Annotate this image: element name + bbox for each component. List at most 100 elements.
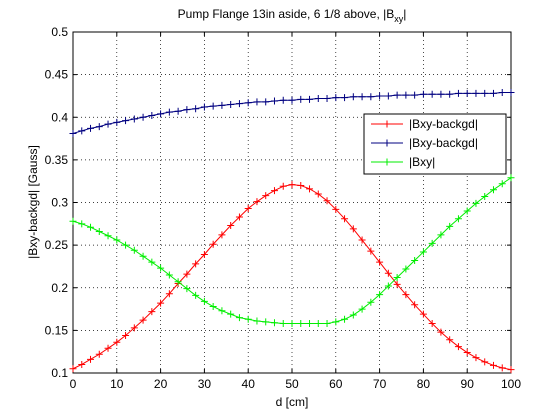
x-tick-label: 50 [285, 377, 299, 391]
data-point [411, 91, 419, 99]
legend: |Bxy-backgd| |Bxy-backgd| |Bxy| [363, 113, 507, 175]
data-point [148, 308, 156, 316]
data-point [437, 90, 445, 98]
data-point [463, 349, 471, 357]
data-point [253, 198, 261, 206]
x-axis-label: d [cm] [276, 395, 309, 409]
data-point [87, 223, 95, 231]
data-point [270, 319, 278, 327]
data-point [454, 343, 462, 351]
data-point [69, 365, 77, 373]
data-point [122, 241, 130, 249]
data-point [69, 129, 77, 137]
data-point [183, 106, 191, 114]
data-point [297, 95, 305, 103]
x-tick-label: 80 [417, 377, 431, 391]
y-tick-label: 0.3 [51, 196, 68, 210]
data-point [376, 92, 384, 100]
legend-label: |Bxy| [409, 155, 435, 169]
data-point [130, 324, 138, 332]
series-group [69, 89, 515, 374]
data-point [428, 90, 436, 98]
data-point [244, 99, 252, 107]
data-point [419, 248, 427, 256]
data-point [157, 264, 165, 272]
data-point [95, 350, 103, 358]
data-point [192, 260, 200, 268]
data-point [332, 94, 340, 102]
data-point [367, 247, 375, 255]
data-point [270, 97, 278, 105]
data-point [297, 181, 305, 189]
data-point [69, 217, 77, 225]
data-point [279, 182, 287, 190]
x-tick-label: 20 [154, 377, 168, 391]
legend-item: |Bxy-backgd| [371, 117, 478, 131]
data-point [498, 89, 506, 97]
data-point [472, 354, 480, 362]
data-point [218, 307, 226, 315]
y-tick-label: 0.5 [51, 25, 68, 39]
data-point [498, 364, 506, 372]
chart-title: Pump Flange 13in aside, 6 1/8 above, |Bx… [178, 7, 407, 24]
data-point [200, 251, 208, 259]
data-point [157, 110, 165, 118]
data-point [446, 336, 454, 344]
data-point [481, 89, 489, 97]
data-point [227, 310, 235, 318]
x-tick-label: 90 [461, 377, 475, 391]
data-point [446, 90, 454, 98]
data-point [288, 320, 296, 328]
data-point [113, 118, 121, 126]
data-point [192, 105, 200, 113]
data-point [235, 314, 243, 322]
data-point [428, 239, 436, 247]
data-point [367, 298, 375, 306]
y-tick-label: 0.45 [45, 68, 69, 82]
legend-marker [383, 139, 391, 147]
data-point [262, 192, 270, 200]
y-tick-label: 0.1 [51, 366, 68, 380]
data-point [262, 98, 270, 106]
y-axis-label: |Bxy-backgd| [Gauss] [26, 145, 40, 259]
data-point [95, 227, 103, 235]
data-point [376, 291, 384, 299]
data-point [130, 115, 138, 123]
data-point [341, 94, 349, 102]
series-1 [69, 181, 515, 374]
data-point [306, 320, 314, 328]
data-point [200, 297, 208, 305]
data-point [463, 89, 471, 97]
legend-label: |Bxy-backgd| [409, 136, 478, 150]
data-point [235, 213, 243, 221]
data-point [130, 246, 138, 254]
data-point [349, 311, 357, 319]
legend-items: |Bxy-backgd| |Bxy-backgd| |Bxy| [371, 117, 478, 169]
data-point [209, 102, 217, 110]
data-point [454, 215, 462, 223]
data-point [174, 278, 182, 286]
data-point [341, 215, 349, 223]
data-point [402, 265, 410, 273]
data-point [349, 93, 357, 101]
data-point [481, 193, 489, 201]
y-tick-label: 0.2 [51, 281, 68, 295]
data-point [165, 108, 173, 116]
data-point [227, 222, 235, 230]
data-point [209, 240, 217, 248]
data-point [463, 207, 471, 215]
x-tick-label: 70 [373, 377, 387, 391]
data-point [489, 361, 497, 369]
data-point [157, 299, 165, 307]
data-point [358, 93, 366, 101]
data-point [507, 366, 515, 374]
y-tick-label: 0.4 [51, 110, 68, 124]
x-tick-label: 40 [242, 377, 256, 391]
data-point [419, 90, 427, 98]
data-point [297, 320, 305, 328]
data-point [393, 91, 401, 99]
data-point [489, 186, 497, 194]
data-point [446, 222, 454, 230]
data-point [402, 91, 410, 99]
data-point [481, 358, 489, 366]
